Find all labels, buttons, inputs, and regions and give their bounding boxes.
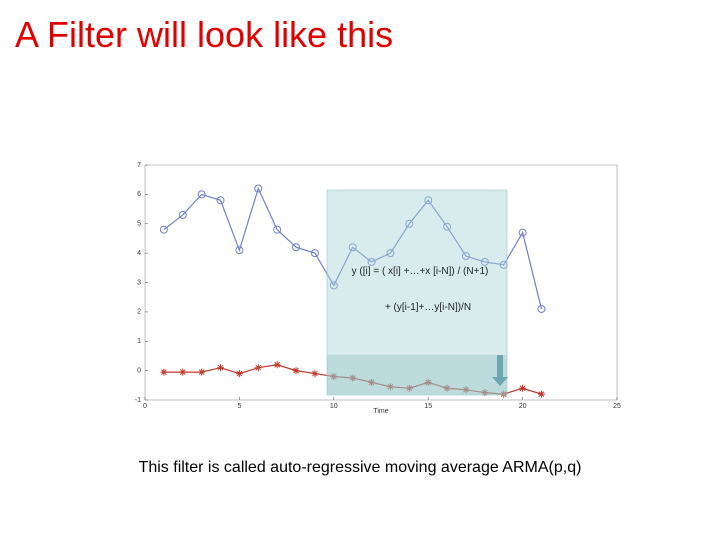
- y-tick-label: 4: [137, 250, 141, 257]
- point: [273, 361, 281, 369]
- point: [500, 390, 508, 398]
- point: [329, 281, 338, 290]
- point: [480, 257, 489, 266]
- y-tick-label: 0: [137, 367, 141, 374]
- x-tick-label: 10: [330, 403, 338, 410]
- formula: + (y[i-1]+…y[i-N])/N: [385, 302, 471, 313]
- point: [217, 364, 225, 372]
- point: [443, 222, 452, 231]
- point: [254, 184, 263, 193]
- point: [424, 196, 433, 205]
- y-tick-label: 7: [137, 162, 141, 169]
- x-tick-label: 15: [424, 403, 432, 410]
- y-tick-label: 3: [137, 279, 141, 286]
- y-tick-label: 5: [137, 221, 141, 228]
- point: [292, 243, 301, 252]
- x-axis-label: Time: [373, 408, 388, 415]
- x-tick-label: 25: [613, 403, 621, 410]
- point: [349, 374, 357, 382]
- point: [386, 383, 394, 391]
- point: [273, 225, 282, 234]
- x-tick-label: 5: [237, 403, 241, 410]
- point: [292, 367, 300, 375]
- y-tick-label: 1: [137, 338, 141, 345]
- y-tick-label: 2: [137, 309, 141, 316]
- point: [159, 225, 168, 234]
- point: [481, 389, 489, 397]
- y-tick-label: 6: [137, 191, 141, 198]
- point: [368, 378, 376, 386]
- arrow-head: [492, 377, 508, 386]
- point: [537, 304, 546, 313]
- point: [235, 246, 244, 255]
- overlay-strip: [327, 355, 507, 395]
- formula: y ([i] = ( x[i] +…+x [i-N]) / (N+1): [352, 266, 489, 277]
- point: [310, 249, 319, 258]
- point: [405, 219, 414, 228]
- point: [160, 368, 168, 376]
- series-line: [163, 186, 543, 310]
- point: [235, 370, 243, 378]
- y-tick-label: -1: [135, 397, 141, 404]
- point: [311, 370, 319, 378]
- point: [462, 386, 470, 394]
- point: [461, 252, 470, 261]
- slide-title: A Filter will look like this: [15, 14, 393, 55]
- point: [519, 384, 527, 392]
- point: [424, 378, 432, 386]
- point: [537, 390, 545, 398]
- x-tick-label: 0: [143, 403, 147, 410]
- x-tick-label: 20: [519, 403, 527, 410]
- arrow-shaft: [497, 355, 503, 377]
- plot-area: [144, 164, 618, 401]
- point: [198, 368, 206, 376]
- overlay-box: [326, 189, 508, 396]
- point: [443, 384, 451, 392]
- point: [178, 210, 187, 219]
- point: [386, 249, 395, 258]
- point: [179, 368, 187, 376]
- point: [197, 190, 206, 199]
- caption: This filter is called auto-regressive mo…: [139, 459, 582, 476]
- point: [348, 243, 357, 252]
- point: [518, 228, 527, 237]
- point: [330, 373, 338, 380]
- point: [405, 384, 413, 392]
- point: [254, 364, 262, 372]
- point: [216, 196, 225, 205]
- point: [367, 257, 376, 266]
